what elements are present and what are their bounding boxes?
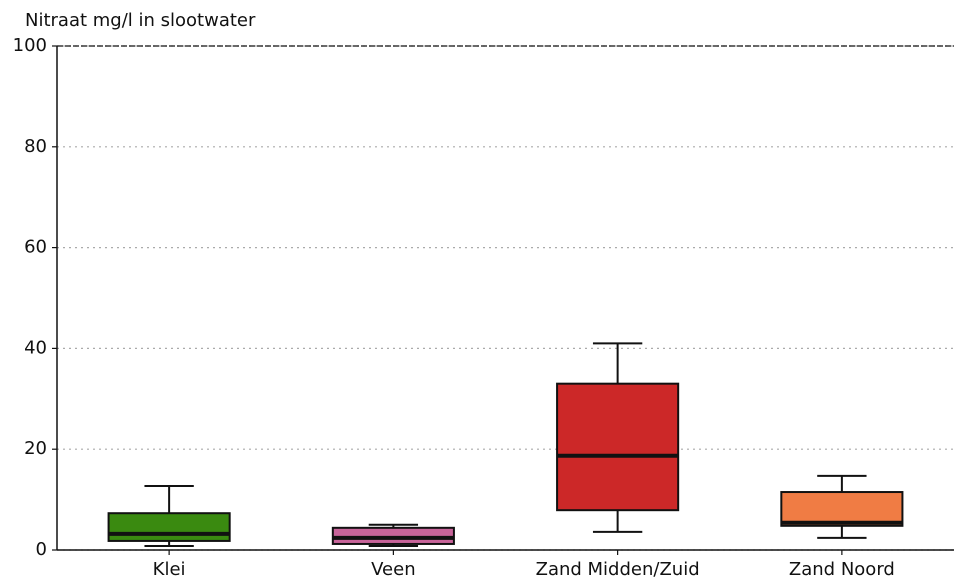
- box: [556, 382, 680, 512]
- y-tick-label: 100: [13, 35, 47, 56]
- y-tick-label: 40: [24, 337, 47, 358]
- y-tick-label: 80: [24, 136, 47, 157]
- x-tick-label: Veen: [371, 559, 415, 578]
- y-tick-label: 60: [24, 237, 47, 258]
- x-tick-label: Zand Noord: [789, 559, 895, 578]
- box: [331, 526, 455, 545]
- y-tick-label: 20: [24, 438, 47, 459]
- box: [107, 512, 231, 542]
- chart-title: Nitraat mg/l in slootwater: [25, 10, 256, 31]
- x-tick-label: Zand Midden/Zuid: [536, 559, 700, 578]
- box: [780, 491, 904, 527]
- y-tick-label: 0: [36, 539, 47, 560]
- x-tick-label: Klei: [153, 559, 186, 578]
